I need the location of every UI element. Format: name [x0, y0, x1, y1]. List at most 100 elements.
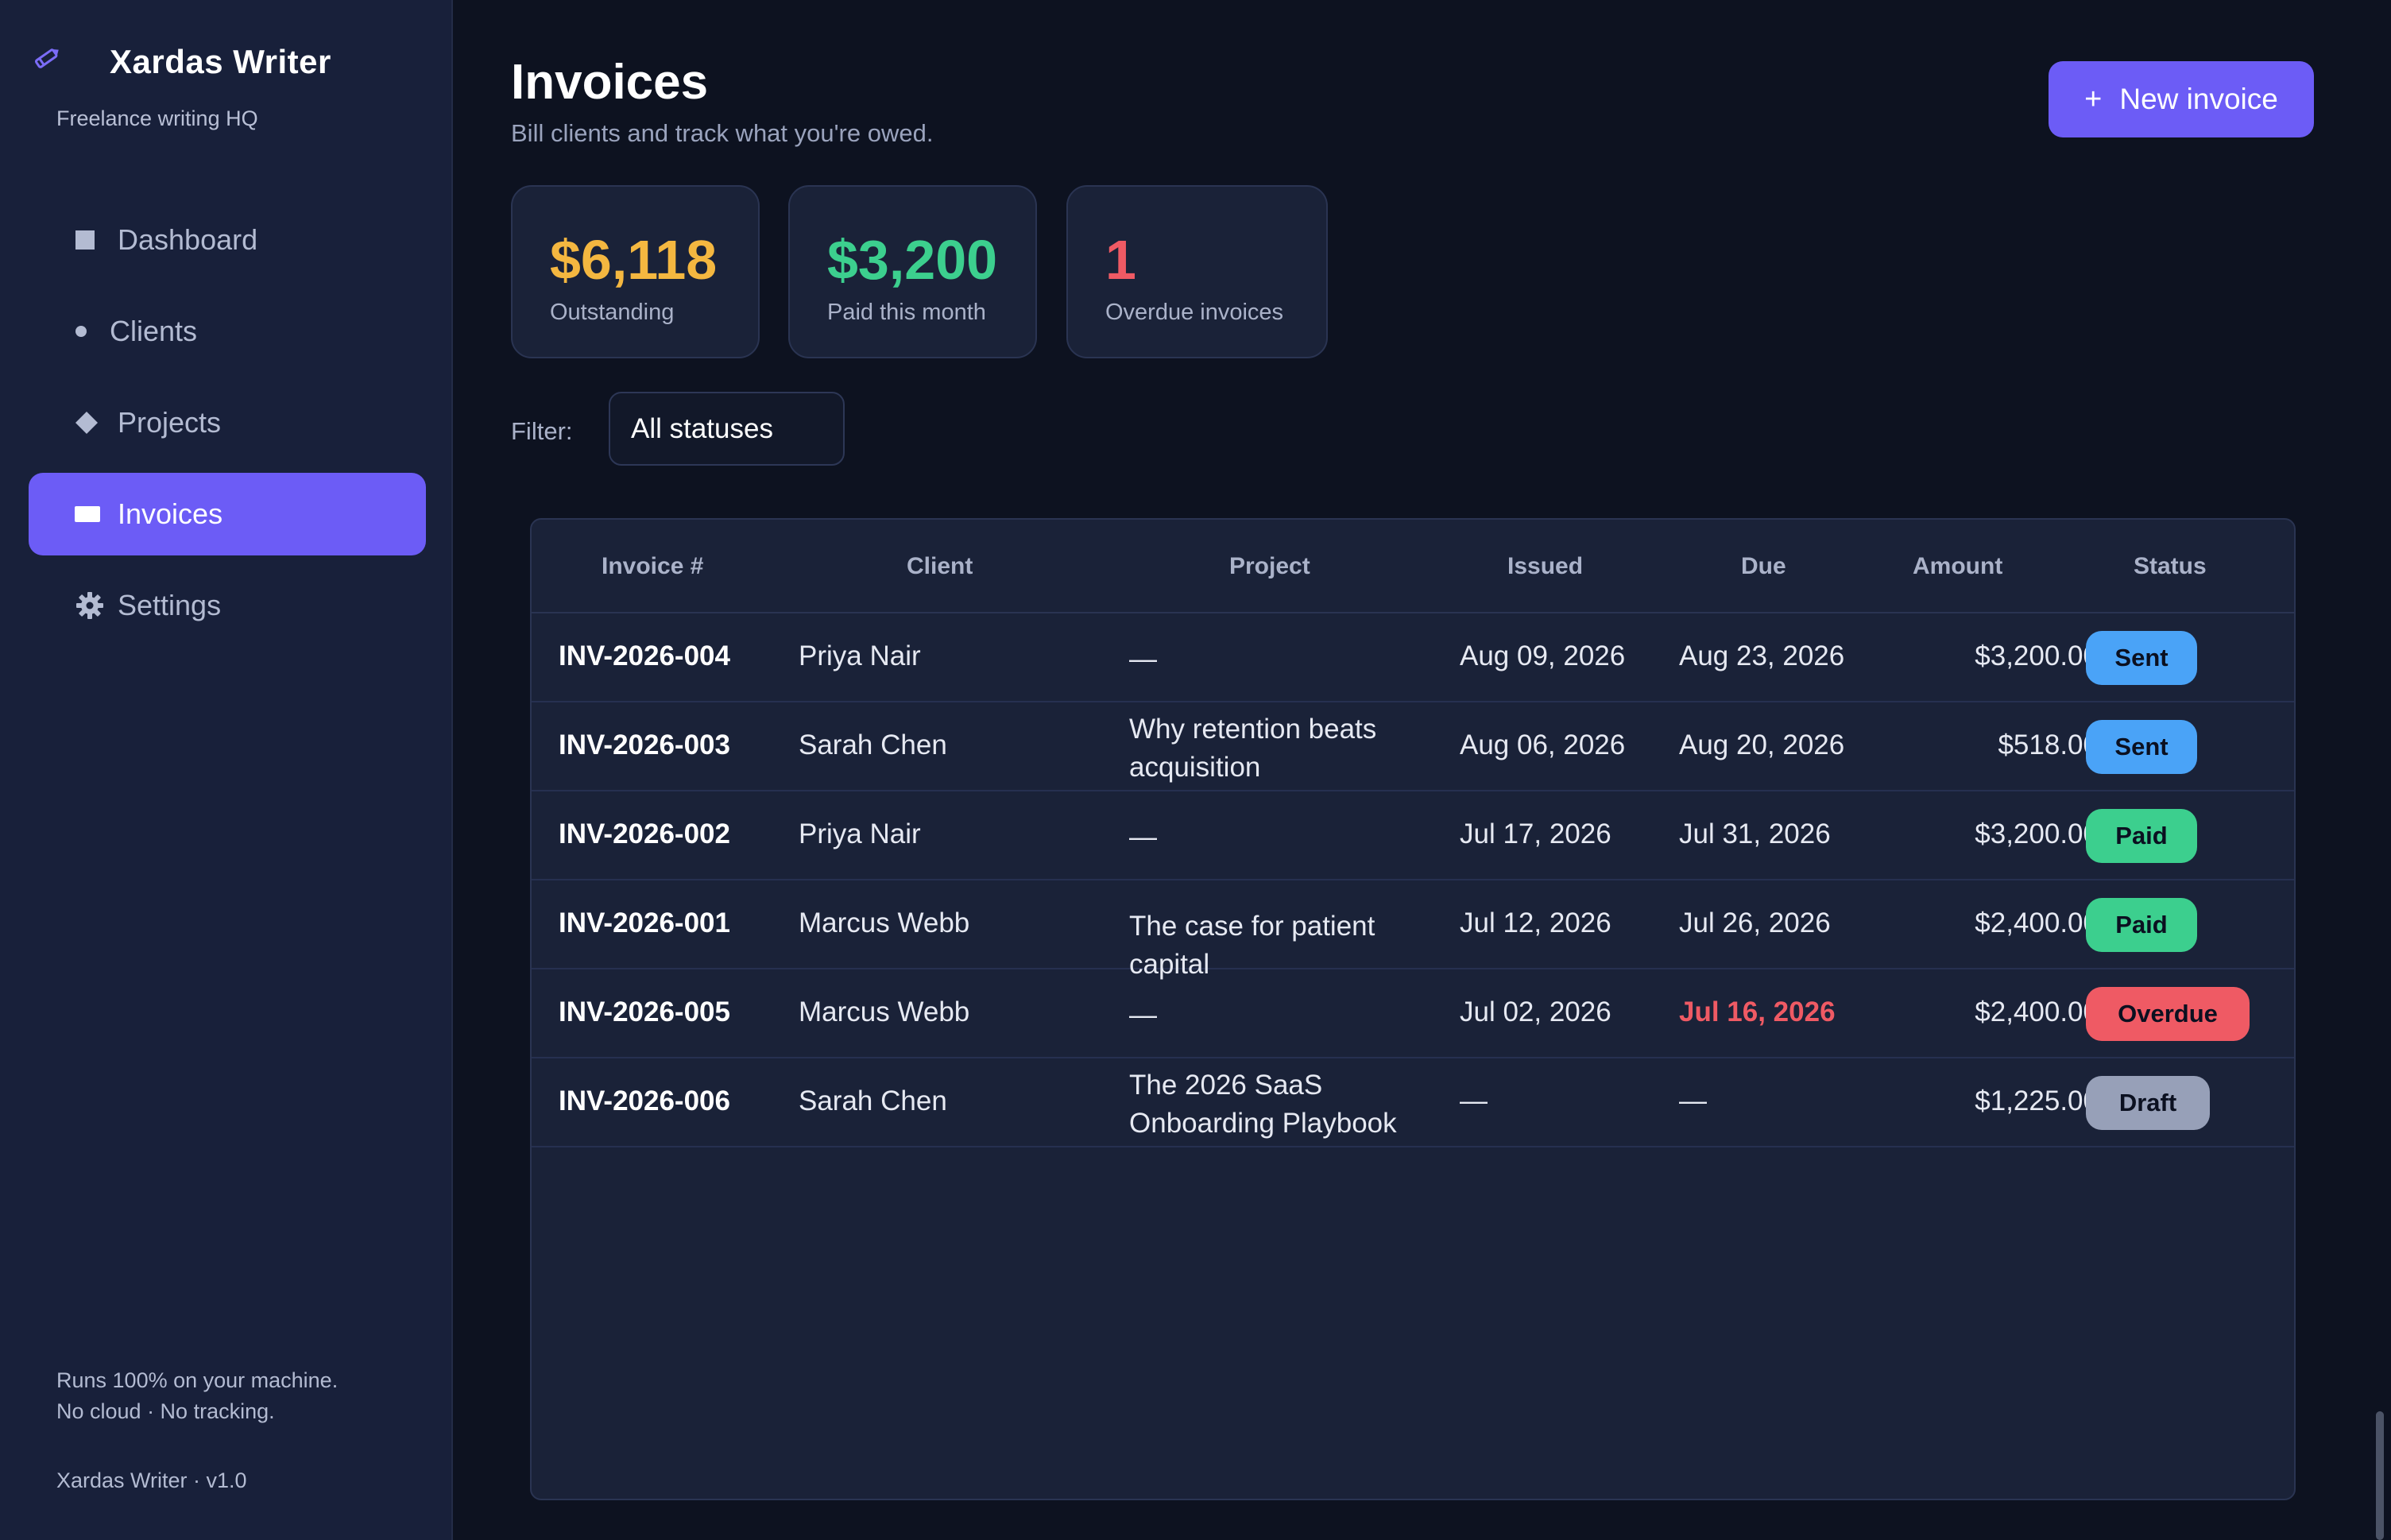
- status-badge: Sent: [2086, 720, 2197, 774]
- cell-client: Marcus Webb: [799, 907, 970, 938]
- sidebar-item-label: Invoices: [118, 497, 223, 530]
- column-header[interactable]: Status: [2134, 553, 2207, 579]
- table-row[interactable]: INV-2026-005 Marcus Webb — Jul 02, 2026 Jul …: [532, 969, 2294, 1058]
- sidebar-item-dashboard[interactable]: Dashboard: [29, 199, 426, 281]
- privacy-note: Runs 100% on your machine. No cloud · No…: [56, 1365, 338, 1427]
- sidebar-nav: Dashboard Clients Projects Invoices: [29, 199, 426, 656]
- sidebar: Xardas Writer Freelance writing HQ Dashb…: [0, 0, 453, 1540]
- cell-client: Priya Nair: [799, 640, 921, 671]
- cell-amount: $2,400.00: [1975, 996, 2099, 1027]
- cell-project: The 2026 SaaS Onboarding Playbook: [1129, 1070, 1397, 1139]
- gear-icon: [75, 590, 106, 621]
- app-version: Xardas Writer · v1.0: [56, 1468, 247, 1492]
- invoices-table: Invoice # Client Project Issued Due Amou…: [530, 518, 2296, 1500]
- cell-client: Sarah Chen: [799, 729, 947, 760]
- cell-amount: $1,225.00: [1975, 1085, 2099, 1116]
- cell-invoice: INV-2026-003: [559, 729, 730, 760]
- cell-issued: Jul 02, 2026: [1460, 996, 1611, 1027]
- plus-icon: +: [2084, 82, 2103, 116]
- cell-project: The case for patient capital: [1129, 911, 1375, 980]
- table-row[interactable]: INV-2026-002 Priya Nair — Jul 17, 2026 Jul 3…: [532, 791, 2294, 880]
- sidebar-item-label: Dashboard: [118, 223, 258, 256]
- cell-due: Jul 16, 2026: [1679, 996, 1836, 1027]
- column-header[interactable]: Due: [1741, 553, 1786, 579]
- stat-label: Outstanding: [550, 300, 675, 325]
- privacy-note-line2: No cloud · No tracking.: [56, 1399, 275, 1423]
- cell-amount: $3,200.00: [1975, 640, 2099, 671]
- column-header[interactable]: Invoice #: [602, 553, 704, 579]
- stat-value: $3,200: [827, 229, 998, 291]
- table-row[interactable]: INV-2026-001 Marcus Webb The case for pati…: [532, 880, 2294, 980]
- scrollbar-thumb[interactable]: [2376, 1411, 2384, 1540]
- stat-value: 1: [1105, 229, 1136, 291]
- stat-card-paid: $3,200 Paid this month: [788, 185, 1037, 358]
- column-header[interactable]: Amount: [1913, 553, 2003, 579]
- sidebar-item-label: Settings: [118, 589, 222, 621]
- status-badge: Overdue: [2086, 987, 2250, 1041]
- cell-invoice: INV-2026-006: [559, 1085, 730, 1116]
- status-badge: Paid: [2086, 898, 2197, 952]
- status-filter-select[interactable]: All statuses: [609, 392, 845, 466]
- stat-value: $6,118: [550, 229, 718, 291]
- column-header[interactable]: Issued: [1507, 553, 1584, 579]
- status-badge: Sent: [2086, 631, 2197, 685]
- sidebar-item-clients[interactable]: Clients: [29, 290, 426, 373]
- dot-icon: [75, 325, 99, 338]
- cell-client: Sarah Chen: [799, 1085, 947, 1116]
- sidebar-item-projects[interactable]: Projects: [29, 381, 426, 464]
- square-icon: [75, 230, 106, 250]
- cell-amount: $2,400.00: [1975, 907, 2099, 938]
- cell-issued: Aug 06, 2026: [1460, 729, 1626, 760]
- privacy-note-line1: Runs 100% on your machine.: [56, 1368, 339, 1392]
- status-badge: Draft: [2086, 1076, 2210, 1130]
- column-header[interactable]: Project: [1229, 553, 1310, 579]
- cell-amount: $518.00: [1998, 729, 2099, 760]
- cell-due: Jul 26, 2026: [1679, 907, 1831, 938]
- cell-due: Aug 23, 2026: [1679, 640, 1845, 671]
- cell-client: Priya Nair: [799, 818, 921, 849]
- status-badge: Paid: [2086, 809, 2197, 863]
- table-row[interactable]: INV-2026-006 Sarah Chen The 2026 SaaS Onbo…: [532, 1058, 2294, 1147]
- main-content: Invoices Bill clients and track what you…: [455, 0, 2384, 1540]
- stat-card-outstanding: $6,118 Outstanding: [511, 185, 760, 358]
- sidebar-item-label: Clients: [110, 315, 198, 347]
- page-subtitle: Bill clients and track what you're owed.: [511, 119, 934, 147]
- stat-label: Overdue invoices: [1105, 300, 1284, 325]
- filter-label: Filter:: [511, 417, 573, 445]
- cell-due: Jul 31, 2026: [1679, 818, 1831, 849]
- new-invoice-label: New invoice: [2119, 83, 2278, 115]
- sidebar-item-invoices[interactable]: Invoices: [29, 473, 426, 555]
- stat-card-overdue: 1 Overdue invoices: [1066, 185, 1328, 358]
- cell-invoice: INV-2026-001: [559, 907, 730, 938]
- new-invoice-button[interactable]: + New invoice: [2049, 61, 2314, 137]
- table-row[interactable]: INV-2026-004 Priya Nair — Aug 09, 2026 Aug 2…: [532, 613, 2294, 702]
- stat-label: Paid this month: [827, 300, 986, 325]
- cell-due: Aug 20, 2026: [1679, 729, 1845, 760]
- cell-issued: Aug 09, 2026: [1460, 640, 1626, 671]
- table-header: Invoice # Client Project Issued Due Amou…: [532, 520, 2294, 613]
- page-title: Invoices: [511, 55, 709, 110]
- cell-issued: —: [1460, 1085, 1488, 1116]
- cell-project: —: [1129, 644, 1157, 675]
- cell-amount: $3,200.00: [1975, 818, 2099, 849]
- app-tagline: Freelance writing HQ: [56, 106, 258, 130]
- cell-client: Marcus Webb: [799, 996, 970, 1027]
- card-icon: [75, 505, 106, 524]
- table-row[interactable]: INV-2026-003 Sarah Chen Why retention beat…: [532, 702, 2294, 791]
- cell-due: —: [1679, 1085, 1707, 1116]
- cell-issued: Jul 12, 2026: [1460, 907, 1611, 938]
- pencil-icon: [30, 41, 64, 75]
- diamond-icon: [75, 411, 106, 435]
- cell-issued: Jul 17, 2026: [1460, 818, 1611, 849]
- app-name: Xardas Writer: [110, 43, 331, 80]
- cell-invoice: INV-2026-002: [559, 818, 730, 849]
- cell-invoice: INV-2026-005: [559, 996, 730, 1027]
- cell-invoice: INV-2026-004: [559, 640, 730, 671]
- sidebar-item-label: Projects: [118, 406, 222, 439]
- brand: Xardas Writer: [30, 41, 331, 80]
- column-header[interactable]: Client: [907, 553, 973, 579]
- cell-project: Why retention beats acquisition: [1129, 714, 1377, 783]
- sidebar-item-settings[interactable]: Settings: [29, 564, 426, 647]
- cell-project: —: [1129, 822, 1157, 853]
